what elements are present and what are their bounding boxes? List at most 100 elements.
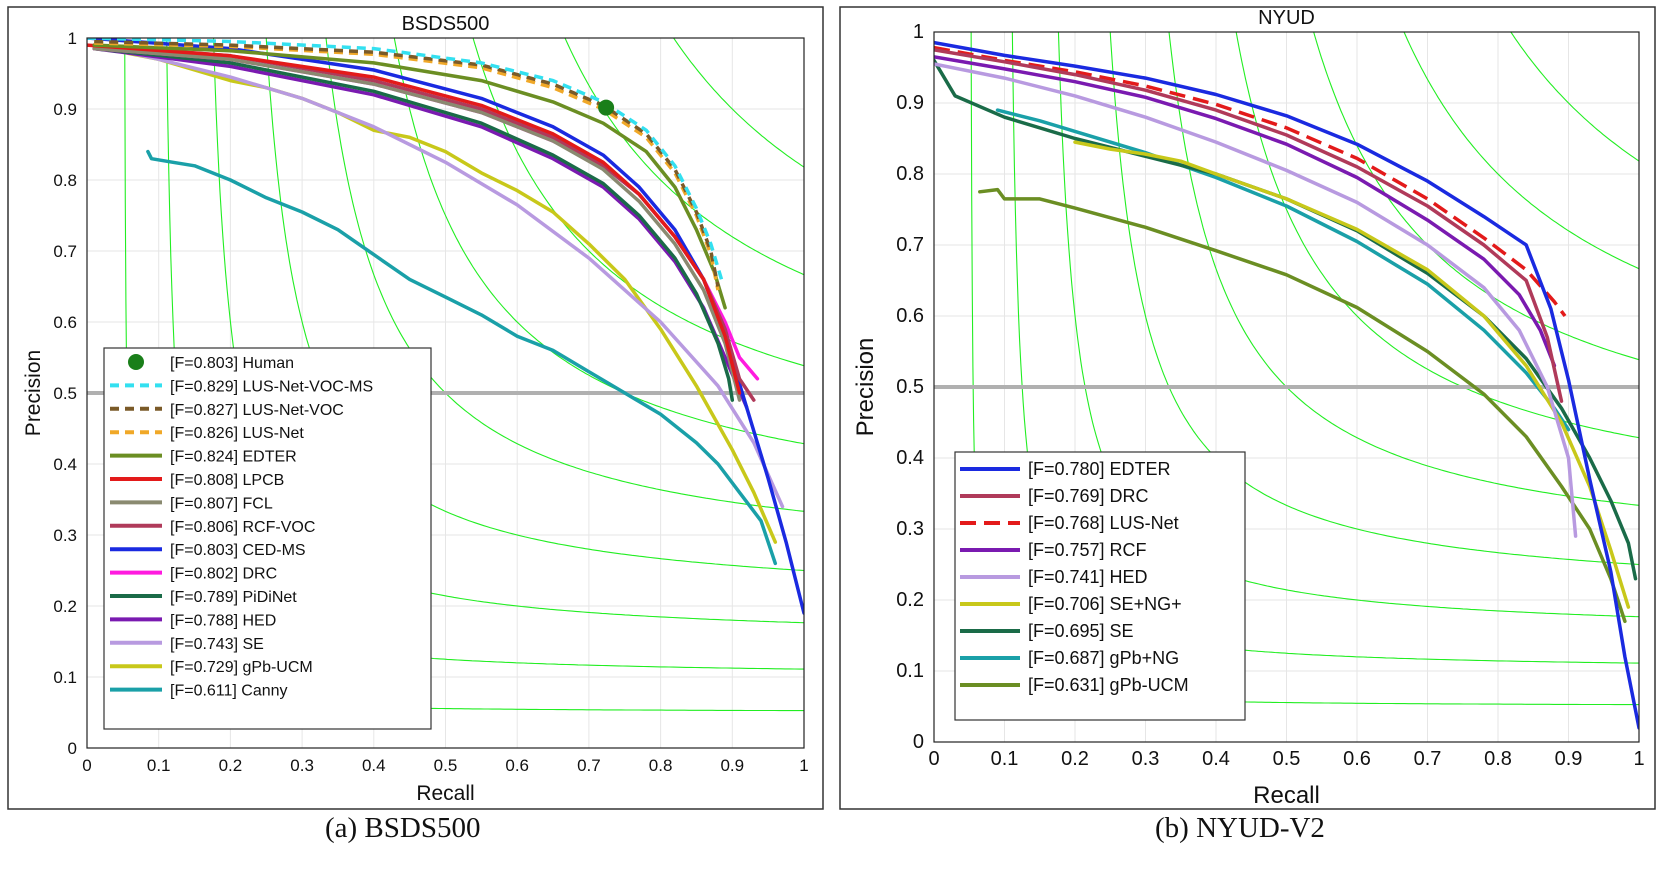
- nyud-x-tick-label: 0.1: [991, 748, 1019, 770]
- bsds500-legend-label: [F=0.827] LUS-Net-VOC: [170, 402, 344, 419]
- nyud-y-axis-label: Precision: [852, 338, 879, 437]
- bsds500-legend-label: [F=0.803] Human: [170, 355, 294, 372]
- bsds500-legend: [F=0.803] Human [F=0.829] LUS-Net-VOC-MS […: [103, 347, 432, 730]
- bsds500-series: [87, 38, 804, 615]
- nyud-chart-title: NYUD: [1258, 7, 1315, 29]
- bsds500-x-axis-label: Recall: [416, 782, 474, 805]
- nyud-y-tick-label: 0.6: [896, 305, 924, 327]
- nyud-x-axis-label: Recall: [1253, 782, 1320, 809]
- nyud-x-tick-label: 0.4: [1202, 748, 1230, 770]
- bsds500-iso-f-curve: [325, 38, 804, 512]
- bsds500-iso-f-curve: [564, 38, 804, 276]
- nyud-x-tick-label: 0.6: [1343, 748, 1371, 770]
- nyud-y-tick-label: 0.3: [896, 518, 924, 540]
- nyud-legend-label: [F=0.780] EDTER: [1028, 459, 1171, 479]
- nyud-y-tick-label: 1: [913, 21, 924, 43]
- bsds500-series-line: [87, 38, 724, 280]
- nyud-legend-label: [F=0.768] LUS-Net: [1028, 513, 1179, 533]
- nyud-iso-f-curve: [1510, 32, 1639, 162]
- nyud-iso-f-curve: [1057, 32, 1639, 618]
- nyud-axes-box: [933, 31, 1640, 743]
- bsds500-chart: 0 0.1 0.2 0.3 0.4 0.5 0.6 0.7 0.8 0.9 1 0 0.1 0.2 0.3…: [22, 13, 809, 805]
- bsds500-series-line: [92, 43, 727, 310]
- bsds500-human-marker: [598, 99, 615, 116]
- bsds500-x-tick-label: 0.5: [434, 756, 458, 775]
- bsds500-series-line: [92, 46, 735, 402]
- bsds500-x-tick-label: 0.9: [720, 756, 744, 775]
- bsds500-legend-label: [F=0.807] FCL: [170, 495, 273, 512]
- bsds500-human-point: [598, 99, 615, 116]
- caption-bsds500: (a) BSDS500: [325, 812, 481, 844]
- bsds500-y-tick-label: 0.7: [53, 242, 77, 261]
- bsds500-legend-label: [F=0.743] SE: [170, 636, 264, 653]
- nyud-iso-f-curve: [1235, 32, 1639, 439]
- nyud-y-tick-label: 0.9: [896, 92, 924, 114]
- nyud-series: [934, 40, 1639, 730]
- nyud-legend-label: [F=0.706] SE+NG+: [1028, 594, 1182, 614]
- bsds500-legend-label: [F=0.611] Canny: [170, 683, 288, 700]
- nyud-series-line: [934, 45, 1567, 318]
- nyud-iso-f-curve: [1168, 32, 1639, 506]
- nyud-iso-f-curve: [1403, 32, 1639, 270]
- nyud-x-tick-label: 0.9: [1555, 748, 1583, 770]
- bsds500-legend-label: [F=0.829] LUS-Net-VOC-MS: [170, 378, 373, 395]
- bsds500-series-line: [92, 43, 785, 509]
- bsds500-x-tick-label: 0.2: [219, 756, 243, 775]
- caption-nyud: (b) NYUD-V2: [1155, 812, 1325, 844]
- bsds500-x-tick-label: 0.7: [577, 756, 601, 775]
- nyud-chart: 0 0.1 0.2 0.3 0.4 0.5 0.6 0.7 0.8 0.9 1 0 0.1 0.2 0.3…: [852, 7, 1645, 809]
- bsds500-chart-title: BSDS500: [402, 13, 490, 35]
- bsds500-legend-label: [F=0.808] LPCB: [170, 472, 284, 489]
- nyud-series-line: [934, 40, 1639, 730]
- bsds500-series-line: [121, 50, 778, 544]
- bsds500-y-tick-label: 0.2: [53, 597, 77, 616]
- bsds500-series-line: [92, 46, 742, 402]
- nyud-legend-label: [F=0.769] DRC: [1028, 486, 1149, 506]
- nyud-series-line: [995, 108, 1571, 432]
- nyud-x-tick-label: 0.5: [1273, 748, 1301, 770]
- bsds500-legend-label: [F=0.788] HED: [170, 612, 276, 629]
- nyud-legend: [F=0.780] EDTER [F=0.769] DRC [F=0.768] LU…: [954, 451, 1246, 721]
- bsds500-y-axis-label: Precision: [22, 350, 45, 436]
- nyud-x-tick-label: 0.3: [1132, 748, 1160, 770]
- bsds500-legend-label: [F=0.789] PiDiNet: [170, 589, 297, 606]
- nyud-x-tick-label: 0: [928, 748, 939, 770]
- bsds500-x-tick-label: 1: [799, 756, 808, 775]
- bsds500-legend-label: [F=0.826] LUS-Net: [170, 425, 304, 442]
- nyud-legend-label: [F=0.631] gPb-UCM: [1028, 675, 1189, 695]
- nyud-series-line: [934, 48, 1564, 403]
- bsds500-x-tick-label: 0.1: [147, 756, 171, 775]
- nyud-legend-label: [F=0.757] RCF: [1028, 540, 1147, 560]
- nyud-series-line: [934, 58, 1638, 581]
- bsds500-y-tick-label: 0: [68, 739, 77, 758]
- nyud-y-tick-label: 0.4: [896, 447, 924, 469]
- bsds500-iso-f-curve: [265, 38, 804, 572]
- nyud-y-tick-label: 0: [913, 731, 924, 753]
- bsds500-x-tick-label: 0.6: [505, 756, 529, 775]
- nyud-series-line: [1073, 140, 1631, 609]
- bsds500-legend-marker: [128, 354, 144, 370]
- nyud-y-tick-label: 0.7: [896, 234, 924, 256]
- bsds500-y-tick-label: 0.1: [53, 668, 77, 687]
- nyud-y-tick-label: 0.8: [896, 163, 924, 185]
- bsds500-x-tick-labels: 0 0.1 0.2 0.3 0.4 0.5 0.6 0.7 0.8 0.9 1: [82, 756, 808, 775]
- bsds500-iso-f-curve: [672, 38, 804, 168]
- bsds500-x-tick-label: 0.4: [362, 756, 386, 775]
- bsds500-y-tick-label: 0.3: [53, 526, 77, 545]
- bsds500-legend-label: [F=0.729] gPb-UCM: [170, 659, 313, 676]
- bsds500-y-tick-label: 0.6: [53, 313, 77, 332]
- bsds500-y-tick-label: 0.5: [53, 384, 77, 403]
- bsds500-axes-box: [86, 37, 805, 749]
- nyud-y-tick-label: 0.5: [896, 376, 924, 398]
- bsds500-legend-label: [F=0.824] EDTER: [170, 449, 297, 466]
- bsds500-x-tick-label: 0: [82, 756, 91, 775]
- nyud-y-tick-labels: 0 0.1 0.2 0.3 0.4 0.5 0.6 0.7 0.8 0.9 1: [896, 21, 924, 753]
- bsds500-series-line: [87, 43, 742, 395]
- nyud-y-tick-label: 0.2: [896, 589, 924, 611]
- bsds500-y-tick-label: 0.9: [53, 100, 77, 119]
- bsds500-y-tick-labels: 0 0.1 0.2 0.3 0.4 0.5 0.6 0.7 0.8 0.9 1: [53, 29, 77, 758]
- nyud-x-tick-labels: 0 0.1 0.2 0.3 0.4 0.5 0.6 0.7 0.8 0.9 1: [928, 748, 1644, 770]
- nyud-x-tick-label: 1: [1633, 748, 1644, 770]
- bsds500-y-tick-label: 1: [68, 29, 77, 48]
